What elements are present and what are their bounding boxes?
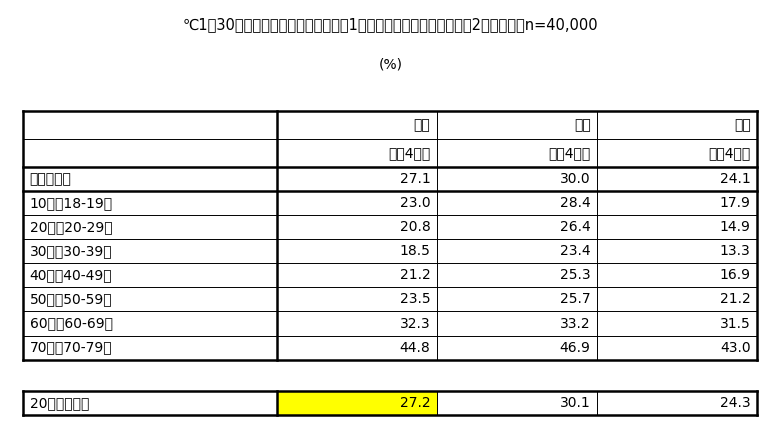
Text: 23.5: 23.5 (400, 292, 430, 306)
Text: 25.7: 25.7 (560, 292, 590, 306)
Text: 20.8: 20.8 (400, 220, 430, 234)
Text: 令和4年度: 令和4年度 (708, 146, 751, 160)
Text: 30.0: 30.0 (560, 172, 590, 186)
Text: 令和4年度: 令和4年度 (548, 146, 590, 160)
Text: 33.2: 33.2 (560, 317, 590, 330)
Text: 70代（70-79）: 70代（70-79） (30, 341, 112, 355)
Text: 30代（30-39）: 30代（30-39） (30, 244, 112, 258)
Text: 40代（40-49）: 40代（40-49） (30, 268, 112, 282)
Text: (%): (%) (379, 58, 402, 72)
Text: 10代（18-19）: 10代（18-19） (30, 196, 112, 210)
Text: 27.2: 27.2 (400, 396, 430, 410)
Text: 21.2: 21.2 (400, 268, 430, 282)
Text: 24.1: 24.1 (720, 172, 751, 186)
Text: 31.5: 31.5 (720, 317, 751, 330)
Text: 50代（50-59）: 50代（50-59） (30, 292, 112, 306)
Text: 23.0: 23.0 (400, 196, 430, 210)
Text: 全体: 全体 (414, 118, 430, 132)
Text: 32.3: 32.3 (400, 317, 430, 330)
Text: 46.9: 46.9 (560, 341, 590, 355)
Text: 13.3: 13.3 (720, 244, 751, 258)
Text: 16.9: 16.9 (719, 268, 751, 282)
Text: 17.9: 17.9 (720, 196, 751, 210)
Text: 令和4年度: 令和4年度 (388, 146, 430, 160)
Text: 18.5: 18.5 (400, 244, 430, 258)
Text: 25.3: 25.3 (560, 268, 590, 282)
Text: 21.2: 21.2 (720, 292, 751, 306)
Text: 24.3: 24.3 (720, 396, 751, 410)
Text: 女性: 女性 (734, 118, 751, 132)
Text: 男性: 男性 (574, 118, 590, 132)
Text: 20代（20-29）: 20代（20-29） (30, 220, 112, 234)
Text: 26.4: 26.4 (560, 220, 590, 234)
Text: 30.1: 30.1 (560, 396, 590, 410)
Text: 27.1: 27.1 (400, 172, 430, 186)
Text: 14.9: 14.9 (720, 220, 751, 234)
Text: 20歳以上のみ: 20歳以上のみ (30, 396, 89, 410)
Text: 23.4: 23.4 (560, 244, 590, 258)
Text: 44.8: 44.8 (400, 341, 430, 355)
Text: 28.4: 28.4 (560, 196, 590, 210)
Text: 全年代平均: 全年代平均 (30, 172, 72, 186)
Text: 60代（60-69）: 60代（60-69） (30, 317, 112, 330)
Text: 43.0: 43.0 (720, 341, 751, 355)
Text: ℃1日30分以上の軽く汗をかく運動を1年以上継続している頻度【週2回以上】　n=40,000: ℃1日30分以上の軽く汗をかく運動を1年以上継続している頻度【週2回以上】 n=… (183, 17, 598, 32)
